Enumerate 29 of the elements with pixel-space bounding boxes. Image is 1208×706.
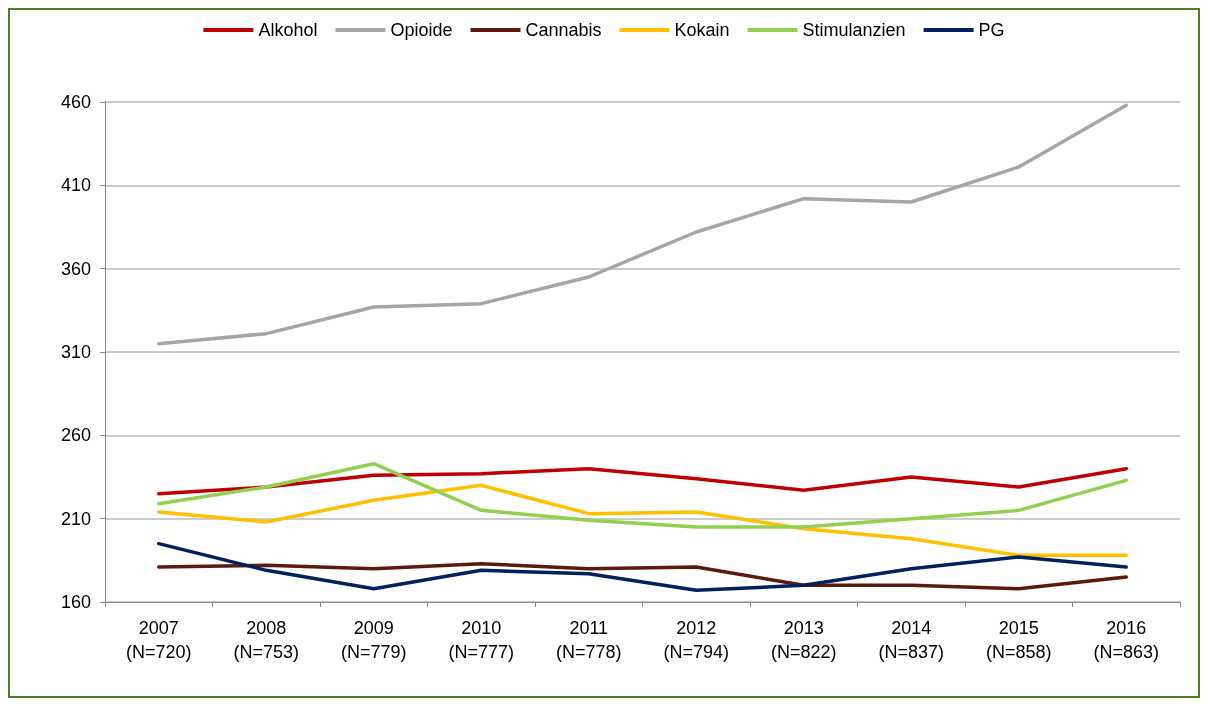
x-tick-label: 2007 (N=720) [125, 618, 192, 662]
y-tick-label: 460 [60, 92, 91, 112]
line-series [157, 483, 1128, 558]
line-series [157, 461, 1128, 529]
x-tick-label: 2010 (N=777) [448, 618, 515, 662]
x-tick-label: 2008 (N=753) [233, 618, 300, 662]
legend-label: PG [978, 20, 1005, 40]
line-series [157, 561, 1128, 591]
y-tick-label: 410 [60, 175, 91, 196]
line-series [157, 103, 1128, 346]
y-tick-label: 360 [60, 258, 91, 279]
line-series [157, 466, 1128, 496]
y-tick-label: 260 [60, 425, 91, 446]
legend-label: Stimulanzien [802, 20, 906, 40]
legend-label: Cannabis [525, 20, 602, 40]
legend-label: Kokain [674, 20, 730, 40]
x-tick-label: 2016 (N=863) [1093, 618, 1160, 662]
x-tick-label: 2009 (N=779) [340, 618, 407, 662]
x-tick-label: 2012 (N=794) [663, 618, 730, 662]
y-tick-label: 310 [60, 342, 91, 362]
legend-label: Alkohol [258, 20, 318, 40]
x-tick-label: 2015 (N=858) [985, 618, 1052, 662]
line-series [157, 541, 1128, 593]
x-tick-label: 2013 (N=822) [770, 618, 837, 662]
y-tick-label: 160 [60, 592, 91, 612]
x-tick-label: 2014 (N=837) [878, 618, 945, 662]
y-tick-label: 210 [60, 508, 91, 529]
legend-label: Opioide [390, 20, 453, 40]
x-tick-label: 2011 (N=778) [555, 618, 622, 662]
